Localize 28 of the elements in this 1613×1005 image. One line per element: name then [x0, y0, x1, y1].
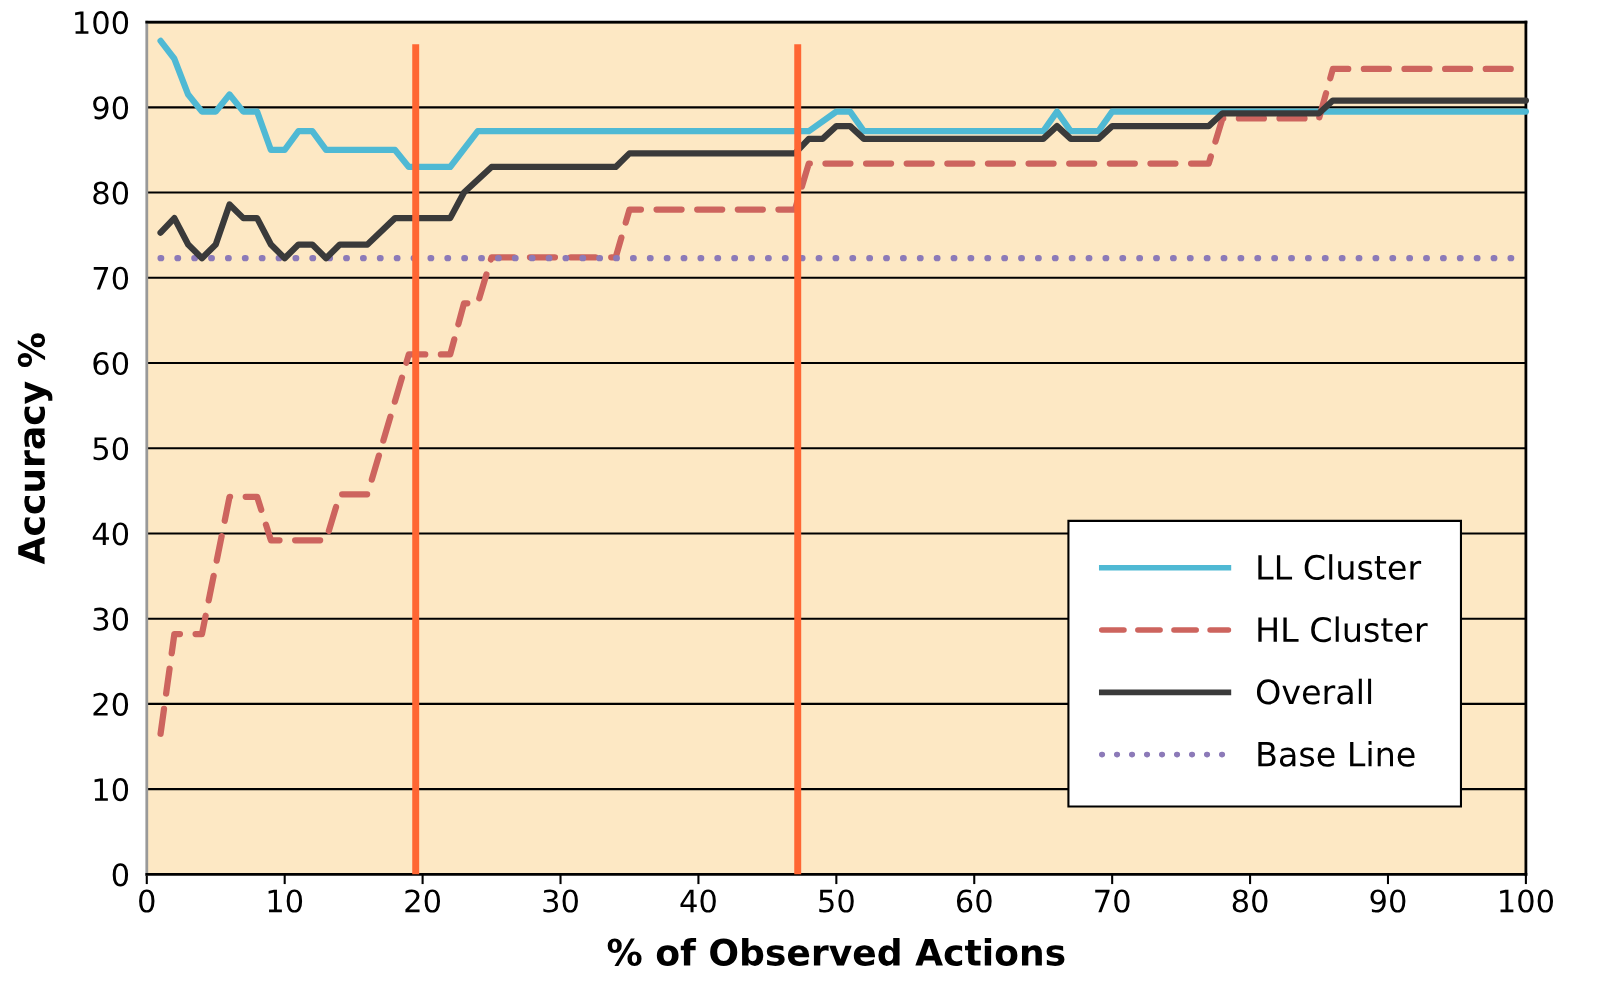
x-tick-label: 70 [1095, 889, 1130, 913]
x-axis-title: % of Observed Actions [607, 937, 1065, 966]
y-tick-label: 10 [94, 778, 129, 802]
y-tick-label: 20 [93, 692, 129, 716]
x-tick-label: 20 [405, 889, 441, 913]
y-tick-label: 60 [93, 351, 129, 376]
x-tick-label: 40 [680, 889, 716, 913]
y-tick-label: 90 [93, 96, 129, 120]
y-tick-label: 30 [93, 607, 129, 631]
x-tick-label: 90 [1370, 889, 1406, 913]
x-tick-label: 30 [543, 889, 578, 913]
y-tick-label: 0 [112, 863, 129, 887]
legend-label: HL Cluster [1258, 616, 1428, 643]
legend-label: Overall [1256, 678, 1372, 705]
y-axis-title: Accuracy % [17, 333, 53, 565]
legend-label: LL Cluster [1258, 554, 1422, 580]
y-tick-label: 80 [93, 181, 129, 205]
x-tick-label: 50 [819, 889, 854, 913]
x-tick-label: 60 [956, 889, 992, 913]
x-tick-label: 80 [1232, 889, 1268, 913]
x-tick-label: 0 [139, 889, 155, 913]
y-tick-label: 70 [93, 266, 129, 290]
y-tick-label: 100 [75, 11, 129, 35]
y-tick-label: 50 [93, 437, 129, 461]
y-tick-label: 40 [92, 522, 129, 546]
x-tick-label: 100 [1500, 889, 1554, 913]
legend-label: Base Line [1258, 740, 1415, 767]
x-tick-label: 10 [268, 889, 303, 913]
